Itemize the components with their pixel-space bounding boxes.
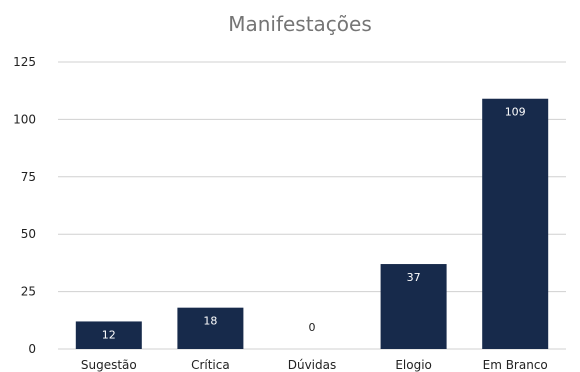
bar <box>177 307 244 349</box>
data-label: 0 <box>309 321 316 334</box>
y-tick-label: 25 <box>21 285 36 299</box>
chart-title: Manifestações <box>228 12 372 36</box>
data-label: 109 <box>505 106 526 119</box>
gridlines <box>58 61 566 350</box>
x-tick-label: Em Branco <box>483 358 548 372</box>
y-tick-label: 125 <box>13 55 36 69</box>
x-tick-label: Dúvidas <box>288 358 337 372</box>
data-label: 12 <box>102 328 116 341</box>
bar <box>482 98 549 350</box>
y-axis-ticks: 0 25 50 75 100 125 <box>13 55 36 356</box>
data-label: 18 <box>203 315 217 328</box>
y-tick-label: 0 <box>28 342 36 356</box>
y-tick-label: 50 <box>21 227 36 241</box>
y-tick-label: 100 <box>13 112 36 126</box>
x-tick-label: Crítica <box>191 358 230 372</box>
bars <box>75 98 549 350</box>
x-tick-label: Sugestão <box>81 358 137 372</box>
x-tick-label: Elogio <box>395 358 432 372</box>
data-labels: 12 18 0 37 109 <box>102 106 526 342</box>
y-tick-label: 75 <box>21 170 36 184</box>
data-label: 37 <box>407 271 421 284</box>
x-axis-labels: Sugestão Crítica Dúvidas Elogio Em Branco <box>81 358 548 372</box>
bar <box>380 264 447 349</box>
bar <box>75 321 142 349</box>
